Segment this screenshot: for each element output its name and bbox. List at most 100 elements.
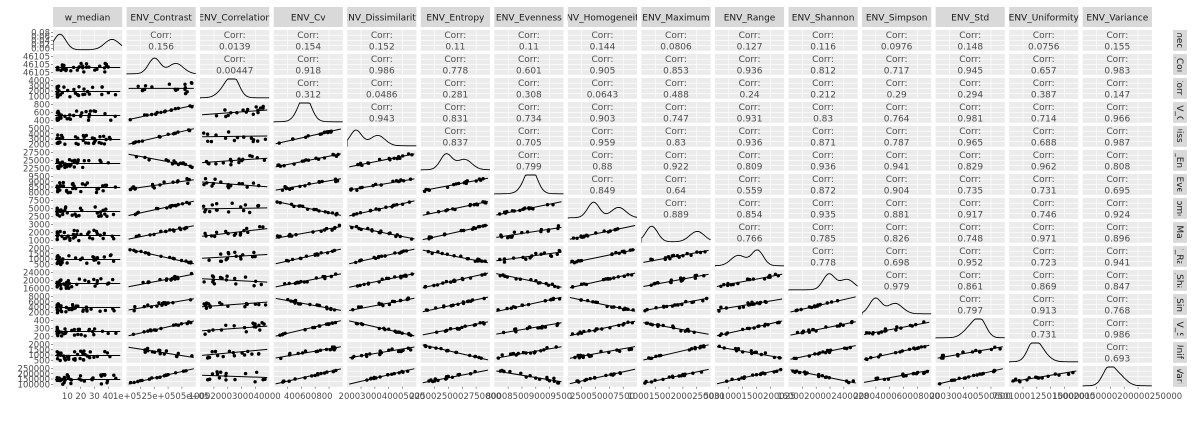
corr-value: 0.64: [666, 187, 686, 197]
fit-line: [716, 368, 783, 385]
corr-label: Corr:: [444, 79, 466, 89]
scatter-point: [56, 118, 61, 122]
fit-line: [202, 374, 268, 378]
panel-2-12: Corr: 0.294: [935, 78, 1005, 99]
x-tick-label: 10002000300040000: [189, 392, 281, 402]
panel-10-8: [641, 270, 711, 291]
fit-line: [422, 249, 489, 264]
scatter-point: [254, 105, 258, 109]
corr-value: 0.83: [666, 139, 686, 149]
panel-5-9: Corr: 0.809: [714, 150, 785, 171]
scatter-point: [81, 308, 86, 312]
panel-5-0: [53, 150, 123, 171]
scatter-point: [92, 255, 96, 260]
scatter-point: [998, 347, 1002, 351]
panel-14-1: [126, 366, 196, 387]
scatter-point: [132, 309, 136, 313]
scatter-point: [203, 177, 208, 181]
scatter-point: [105, 214, 109, 218]
y-tick-label: 2000: [28, 140, 50, 150]
scatter-point: [214, 133, 218, 137]
corr-value: 0.935: [810, 211, 836, 221]
panel-0-8: Corr: 0.0806: [641, 30, 711, 51]
scatter-point: [216, 353, 220, 358]
scatter-point: [232, 233, 237, 237]
scatter-point: [251, 181, 256, 185]
corr-label: Corr:: [886, 175, 908, 185]
fit-line: [202, 109, 268, 116]
scatter-point: [65, 117, 69, 121]
scatter-point: [224, 371, 228, 376]
panel-9-10: Corr: 0.778: [788, 246, 858, 267]
scatter-point: [67, 158, 72, 162]
panel-14-2: [200, 366, 270, 387]
scatter-point: [92, 355, 96, 359]
corr-value: 0.829: [957, 163, 983, 173]
column-strip: [200, 7, 270, 27]
scatter-point: [741, 305, 746, 309]
corr-label: Corr:: [297, 31, 319, 41]
panel-2-14: Corr: 0.147: [1082, 78, 1152, 99]
panel-6-8: Corr: 0.64: [641, 174, 711, 197]
panel-14-5: [420, 366, 490, 387]
panel-11-3: [273, 294, 343, 315]
corr-value: 0.88: [592, 163, 612, 173]
panel-4-0: [53, 126, 123, 147]
corr-value: 0.905: [590, 67, 616, 77]
scatter-point: [111, 259, 116, 263]
corr-value: 0.11: [519, 43, 539, 53]
scatter-point: [252, 250, 256, 255]
scatter-point: [508, 369, 512, 374]
scatter-point: [76, 159, 80, 163]
row-strip-label: _Sim: [1174, 293, 1184, 315]
scatter-point: [82, 70, 86, 74]
corr-label: Corr:: [1106, 55, 1128, 65]
row-strip-label: /_Ra: [1174, 247, 1184, 266]
scatter-point: [229, 184, 233, 188]
panel-0-6: Corr: 0.11: [494, 30, 564, 53]
column-strip-label: ENV_Cv: [291, 14, 326, 24]
scatter-point: [251, 321, 255, 325]
scatter-point: [556, 381, 561, 385]
corr-label: Corr:: [739, 175, 761, 185]
scatter-point: [56, 333, 60, 338]
panel-7-10: Corr: 0.935: [788, 198, 858, 221]
panel-13-6: [494, 342, 564, 363]
scatter-point: [88, 236, 92, 240]
fit-line: [863, 369, 930, 383]
corr-value: 0.861: [957, 283, 983, 293]
panel-12-4: [347, 318, 417, 339]
panel-7-0: [53, 198, 123, 219]
corr-label: Corr:: [297, 55, 319, 65]
row-strip: [1173, 222, 1187, 243]
panel-12-12: [935, 318, 1005, 339]
fit-line: [349, 178, 415, 191]
fit-line: [349, 153, 415, 168]
panel-3-7: Corr: 0.903: [567, 102, 638, 123]
fit-line: [790, 321, 856, 336]
scatter-point: [500, 353, 504, 357]
scatter-point: [233, 276, 237, 281]
fit-line: [496, 296, 562, 312]
corr-value: 0.0976: [881, 43, 913, 53]
scatter-point: [215, 372, 220, 376]
fit-line: [716, 273, 783, 287]
fit-line: [202, 207, 268, 210]
corr-label: Corr:: [1033, 79, 1055, 89]
column-strip: [420, 7, 490, 27]
corr-label: Corr:: [959, 55, 981, 65]
scatter-point: [55, 68, 59, 72]
scatter-point: [111, 277, 115, 282]
panel-11-7: [567, 294, 638, 315]
column-strip-label: ENV_Evenness: [496, 14, 562, 24]
scatter-point: [71, 236, 76, 240]
scatter-point: [172, 159, 176, 163]
corr-value: 0.778: [442, 67, 468, 77]
panel-13-4: [347, 342, 417, 363]
scatter-point: [106, 331, 110, 336]
scatter-point: [140, 88, 145, 93]
column-strip: [641, 7, 711, 27]
panel-11-12: Corr: 0.797: [935, 294, 1005, 315]
scatter-point: [82, 159, 87, 163]
fit-line: [422, 344, 489, 361]
